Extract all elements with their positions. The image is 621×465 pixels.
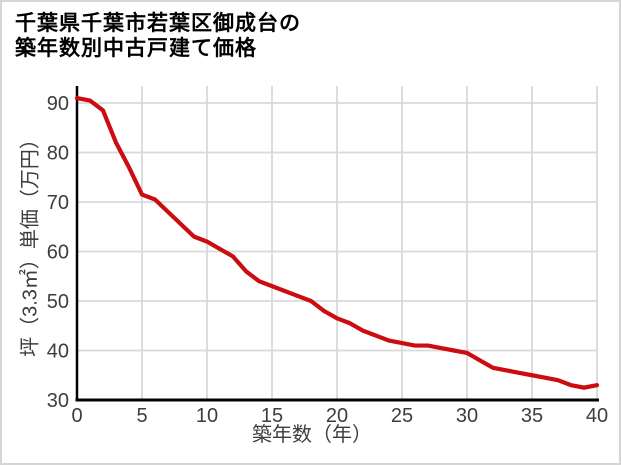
- price-curve: [74, 95, 600, 390]
- x-axis-title: 築年数（年）: [252, 423, 372, 446]
- y-tick-label-60: 60: [47, 242, 69, 264]
- x-tick-label-20: 20: [326, 405, 348, 427]
- chart-title: 千葉県千葉市若葉区御成台の 築年数別中古戸建て価格: [15, 11, 301, 61]
- y-tick-label-80: 80: [47, 143, 69, 165]
- y-tick-label-90: 90: [47, 93, 69, 115]
- chart-title-line2: 築年数別中古戸建て価格: [15, 37, 257, 60]
- x-tick-label-0: 0: [71, 405, 82, 427]
- tick-labels: 30 40 50 60 70 80 90 0 5 10 15 20 25 30 35 40: [47, 93, 608, 427]
- x-tick-label-25: 25: [391, 405, 413, 427]
- y-tick-label-40: 40: [47, 341, 69, 363]
- x-tick-label-15: 15: [261, 405, 283, 427]
- x-tick-label-10: 10: [196, 405, 218, 427]
- x-tick-label-35: 35: [521, 405, 543, 427]
- y-tick-label-70: 70: [47, 192, 69, 214]
- x-tick-label-5: 5: [136, 405, 147, 427]
- x-tick-label-30: 30: [456, 405, 478, 427]
- horizontal-gridlines: [77, 102, 597, 352]
- y-tick-label-50: 50: [47, 291, 69, 313]
- vertical-gridlines: [141, 86, 598, 400]
- price-curve-group: [74, 95, 600, 390]
- x-tick-label-40: 40: [586, 405, 608, 427]
- chart-title-line1: 千葉県千葉市若葉区御成台の: [15, 12, 301, 35]
- y-tick-label-30: 30: [47, 390, 69, 412]
- y-axis-title: 坪（3.3㎡）単価（万円）: [18, 129, 42, 357]
